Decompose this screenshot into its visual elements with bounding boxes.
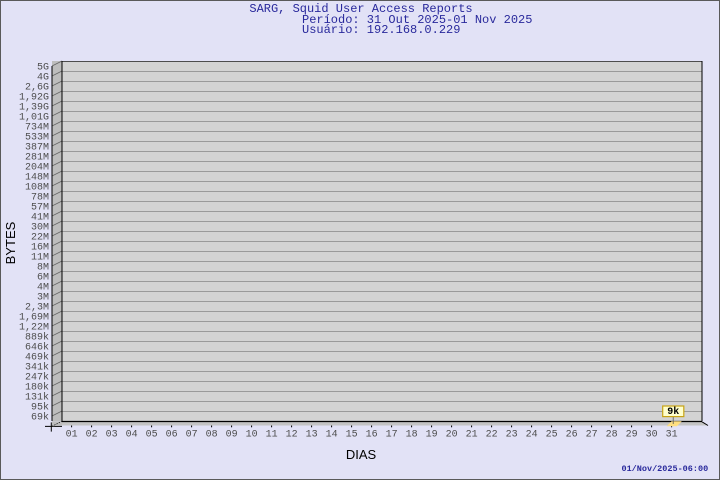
svg-text:04: 04: [126, 429, 138, 440]
svg-text:9k: 9k: [667, 406, 679, 418]
svg-text:22: 22: [486, 429, 498, 440]
svg-text:11: 11: [266, 429, 278, 440]
svg-text:09: 09: [226, 429, 238, 440]
svg-text:69k: 69k: [31, 411, 49, 423]
svg-text:16: 16: [366, 429, 378, 440]
svg-text:29: 29: [626, 429, 638, 440]
svg-text:15: 15: [346, 429, 358, 440]
svg-text:27: 27: [586, 429, 598, 440]
svg-text:28: 28: [606, 429, 618, 440]
svg-text:10: 10: [246, 429, 258, 440]
svg-text:08: 08: [206, 429, 218, 440]
svg-text:02: 02: [86, 429, 98, 440]
svg-text:14: 14: [326, 429, 338, 440]
svg-text:01: 01: [66, 429, 78, 440]
svg-text:13: 13: [306, 429, 318, 440]
svg-text:21: 21: [466, 429, 478, 440]
svg-text:06: 06: [166, 429, 178, 440]
svg-text:31: 31: [666, 429, 678, 440]
svg-text:24: 24: [526, 429, 538, 440]
svg-text:18: 18: [406, 429, 418, 440]
svg-text:30: 30: [646, 429, 658, 440]
svg-text:19: 19: [426, 429, 438, 440]
svg-text:12: 12: [286, 429, 298, 440]
svg-text:23: 23: [506, 429, 518, 440]
svg-text:20: 20: [446, 429, 458, 440]
svg-text:05: 05: [146, 429, 158, 440]
svg-text:03: 03: [106, 429, 118, 440]
svg-text:17: 17: [386, 429, 398, 440]
svg-text:26: 26: [566, 429, 578, 440]
svg-text:25: 25: [546, 429, 558, 440]
svg-text:07: 07: [186, 429, 198, 440]
